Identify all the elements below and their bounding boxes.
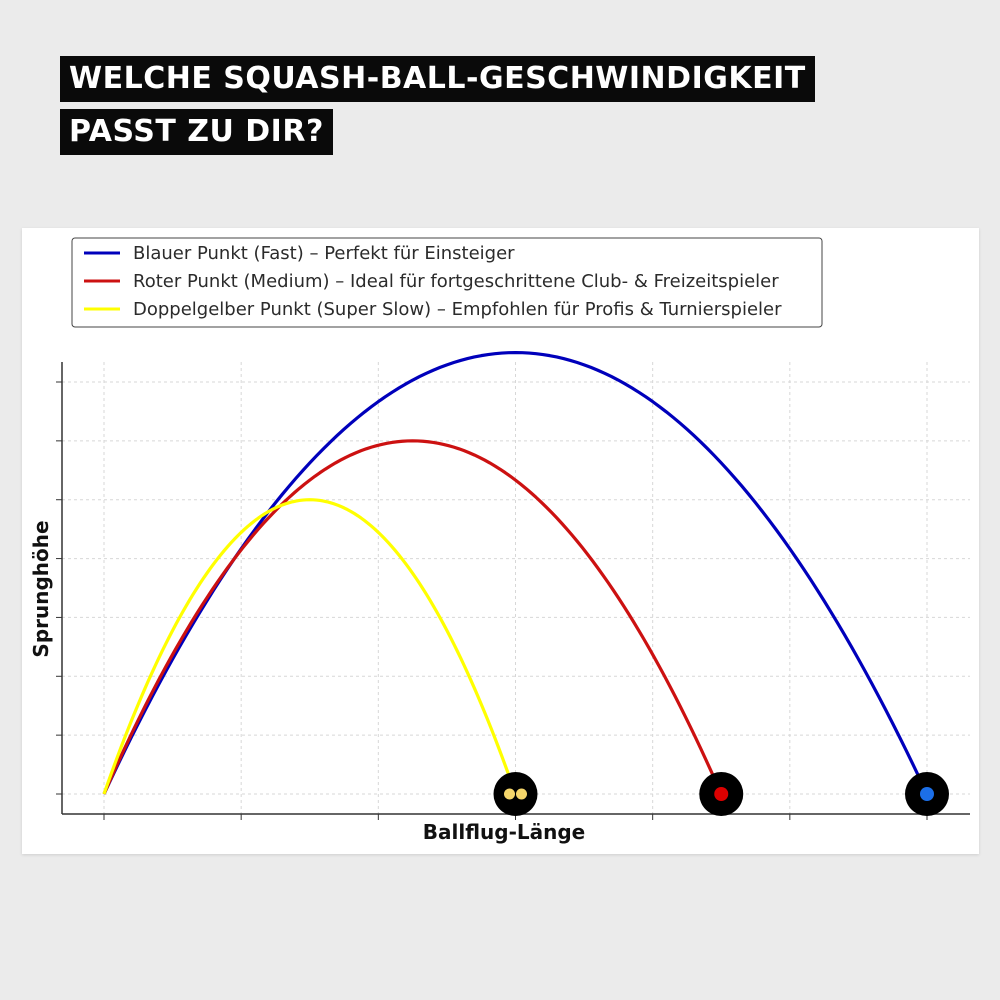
chart-card: Ballflug-Länge Sprunghöhe Blauer Punkt (… bbox=[22, 228, 979, 854]
curve-yellow bbox=[102, 498, 518, 795]
headline-line-1: WELCHE SQUASH-BALL-GESCHWINDIGKEIT bbox=[60, 56, 815, 102]
squash-ball-chart: Ballflug-Länge Sprunghöhe Blauer Punkt (… bbox=[29, 237, 970, 844]
x-axis-title: Ballflug-Länge bbox=[423, 820, 586, 844]
legend-label-red: Roter Punkt (Medium) – Ideal für fortges… bbox=[133, 271, 779, 292]
curve-red bbox=[102, 439, 723, 795]
legend: Blauer Punkt (Fast) – Perfekt für Einste… bbox=[71, 237, 823, 328]
curves bbox=[102, 350, 929, 795]
ball-yellow bbox=[493, 772, 538, 816]
grid bbox=[56, 362, 970, 820]
y-axis-title: Sprunghöhe bbox=[29, 520, 53, 657]
legend-label-blue: Blauer Punkt (Fast) – Perfekt für Einste… bbox=[133, 243, 515, 264]
ball-dot-yellow bbox=[516, 788, 527, 800]
ball-dot-blue bbox=[920, 787, 934, 801]
legend-box bbox=[71, 237, 823, 328]
ball-dot-yellow bbox=[504, 788, 515, 800]
ball-markers bbox=[493, 772, 949, 816]
legend-label-yellow: Doppelgelber Punkt (Super Slow) – Empfoh… bbox=[133, 299, 782, 320]
ball-dot-red bbox=[714, 787, 729, 801]
headline-line-2: PASST ZU DIR? bbox=[60, 109, 333, 155]
